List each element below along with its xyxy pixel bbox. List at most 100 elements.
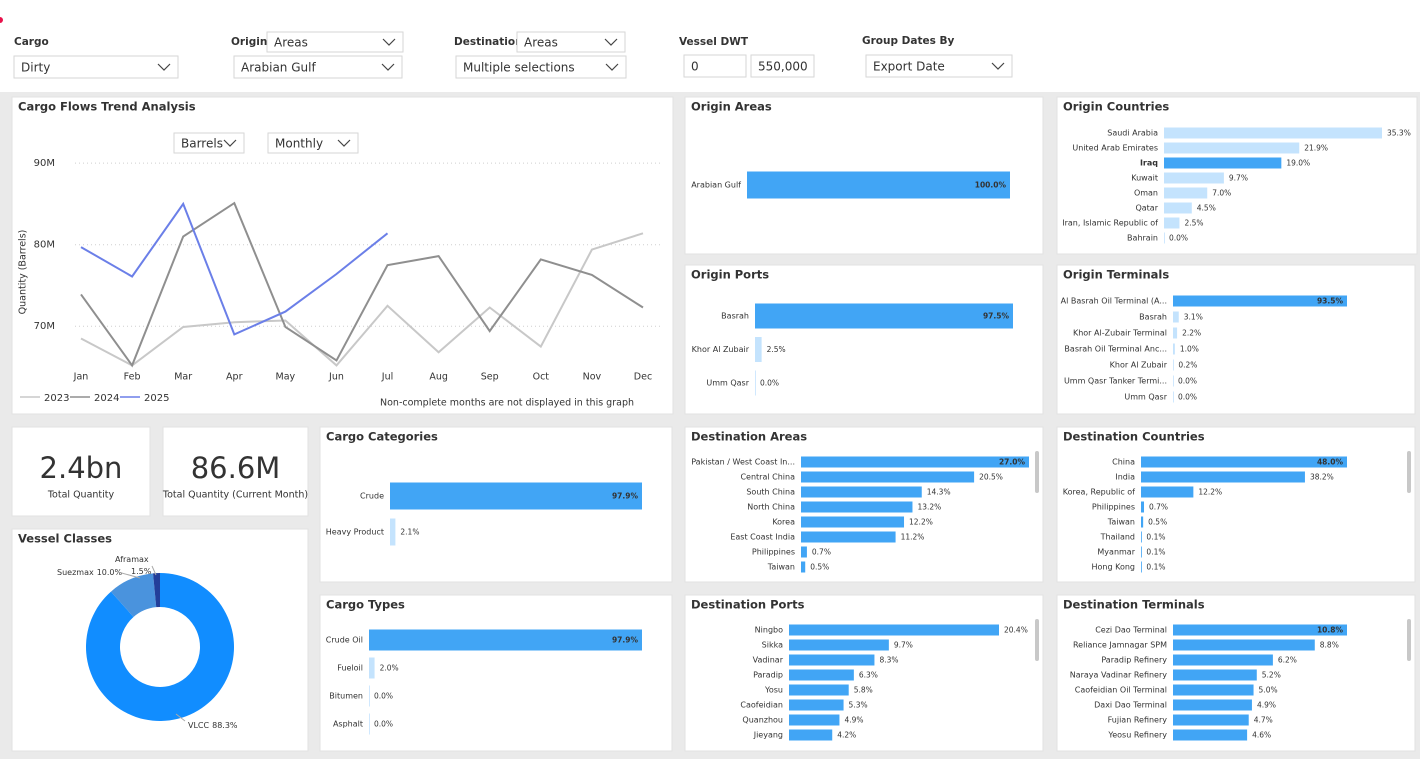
chevron	[223, 139, 237, 147]
bar	[1164, 172, 1224, 184]
dropdown[interactable]	[173, 132, 245, 154]
dropdown-value: Dirty	[21, 61, 50, 75]
bar-value-label: 100.0%	[975, 181, 1007, 190]
kpi-value: 86.6M	[191, 451, 281, 485]
bar-label: Umm Qasr Tanker Termi...	[1064, 377, 1167, 386]
y-tick-label: 80M	[34, 240, 55, 251]
bar-value-label: 0.0%	[374, 720, 393, 729]
bar-label: Myanmar	[1097, 548, 1135, 557]
x-tick-label: Jun	[328, 372, 344, 383]
bar	[789, 654, 875, 666]
dropdown-value: Monthly	[275, 137, 323, 151]
panel-title: Destination Countries	[1063, 430, 1205, 444]
panel-title: Origin Ports	[691, 268, 769, 282]
bar-label: Bitumen	[329, 692, 363, 701]
x-tick-label: Jan	[73, 372, 89, 383]
legend-label: 2023	[44, 393, 69, 404]
bar	[789, 624, 999, 636]
bar-label: East Coast India	[730, 533, 795, 542]
bar-label: Fueloil	[337, 664, 363, 673]
bar	[1164, 187, 1208, 199]
bar	[1173, 327, 1178, 339]
x-tick-label: Mar	[174, 372, 192, 383]
dropdown[interactable]	[455, 55, 627, 79]
panel-title: Origin Areas	[691, 100, 772, 114]
bar-label: China	[1112, 458, 1135, 467]
y-tick-label: 70M	[34, 321, 55, 332]
x-tick-label: Aug	[429, 372, 448, 383]
bar-label: Yeosu Refinery	[1107, 731, 1167, 740]
bar-label: Khor Al-Zubair Terminal	[1073, 329, 1167, 338]
kpi-value: 2.4bn	[40, 451, 123, 485]
dropdown[interactable]	[266, 31, 404, 53]
bar	[369, 713, 370, 735]
bar-value-label: 11.2%	[901, 533, 925, 542]
donut-category: VLCC	[188, 721, 210, 730]
bar-value-label: 0.0%	[1169, 234, 1188, 243]
chevron	[157, 63, 171, 71]
donut-segment	[153, 573, 160, 608]
bar	[801, 561, 806, 573]
panel	[1056, 96, 1418, 255]
bar	[801, 516, 905, 528]
dropdown[interactable]	[233, 55, 403, 79]
dropdown[interactable]	[267, 132, 359, 154]
bar-label: Thailand	[1100, 533, 1135, 542]
bar-value-label: 10.8%	[1317, 626, 1344, 635]
bar-label: Central China	[740, 473, 795, 482]
bar-label: Arabian Gulf	[691, 181, 741, 190]
bar	[755, 303, 1013, 329]
bar	[1164, 157, 1282, 169]
bar-value-label: 5.0%	[1259, 686, 1278, 695]
bar	[1141, 516, 1144, 528]
bar-value-label: 12.2%	[1198, 488, 1222, 497]
bar-value-label: 9.7%	[1229, 174, 1248, 183]
donut-label: VLCC 88.3%	[188, 721, 238, 730]
bar	[801, 486, 922, 498]
dropdown[interactable]	[516, 31, 626, 53]
filter-label: Destination	[454, 36, 523, 48]
bar-label: Korea, Republic of	[1063, 488, 1135, 497]
bar-value-label: 97.9%	[612, 492, 639, 501]
bar-value-label: 2.5%	[767, 345, 786, 354]
bar	[789, 684, 849, 696]
bar	[369, 657, 375, 679]
bar-label: Bahrain	[1127, 234, 1158, 243]
bar	[1173, 295, 1347, 307]
bar	[1164, 217, 1180, 229]
bar-label: South China	[746, 488, 795, 497]
bar-value-label: 4.6%	[1252, 731, 1271, 740]
panel	[684, 264, 1044, 415]
bar-value-label: 0.7%	[812, 548, 831, 557]
line-series	[80, 201, 644, 368]
bar	[755, 337, 762, 362]
bar-value-label: 14.3%	[927, 488, 951, 497]
bar	[1173, 654, 1273, 666]
bar-label: Hong Kong	[1092, 563, 1136, 572]
panel-title: Destination Terminals	[1063, 598, 1205, 612]
filter-label: Cargo	[14, 36, 49, 48]
panel-title: Cargo Categories	[326, 430, 438, 444]
bar-label: Fujian Refinery	[1108, 716, 1168, 725]
kpi-label: Total Quantity (Current Month)	[162, 490, 308, 501]
bar-label: Korea	[772, 518, 795, 527]
bar-label: Naraya Vadinar Refinery	[1070, 671, 1168, 680]
bar	[1173, 714, 1249, 726]
bar-label: North China	[747, 503, 795, 512]
dropdown[interactable]	[750, 54, 815, 78]
dropdown[interactable]	[865, 54, 1013, 78]
bar-value-label: 0.1%	[1146, 548, 1165, 557]
bar-value-label: 48.0%	[1317, 458, 1344, 467]
dropdown[interactable]	[13, 55, 179, 79]
bar-value-label: 21.9%	[1304, 144, 1328, 153]
bar	[1164, 232, 1165, 244]
bar-label: Basrah	[721, 312, 749, 321]
dropdown[interactable]	[683, 54, 747, 78]
bar-value-label: 4.5%	[1197, 204, 1216, 213]
bar-label: Crude Oil	[326, 636, 363, 645]
donut-label: Aframax 1.5%	[115, 555, 152, 576]
line-series	[80, 201, 389, 336]
bar	[1141, 486, 1194, 498]
bar-value-label: 38.2%	[1310, 473, 1334, 482]
bar	[1141, 501, 1145, 513]
